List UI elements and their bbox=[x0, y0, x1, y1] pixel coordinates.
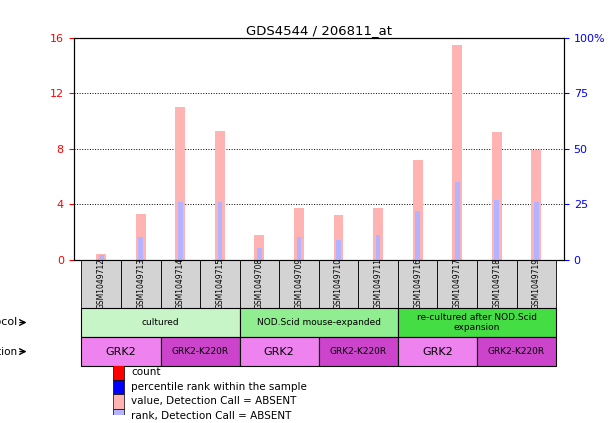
Text: GRK2: GRK2 bbox=[264, 346, 295, 357]
Text: GSM1049709: GSM1049709 bbox=[294, 258, 303, 309]
Bar bbox=[113, 409, 124, 423]
Bar bbox=[438, 260, 477, 308]
Bar bbox=[178, 202, 183, 260]
Bar bbox=[531, 150, 541, 260]
Text: GSM1049713: GSM1049713 bbox=[136, 258, 145, 309]
Bar bbox=[494, 200, 499, 260]
Bar bbox=[82, 337, 161, 366]
Text: GRK2: GRK2 bbox=[105, 346, 137, 357]
Bar bbox=[161, 337, 240, 366]
Bar bbox=[113, 365, 124, 380]
Text: GSM1049718: GSM1049718 bbox=[492, 258, 501, 309]
Bar bbox=[297, 237, 302, 260]
Bar bbox=[333, 215, 343, 260]
Text: rank, Detection Call = ABSENT: rank, Detection Call = ABSENT bbox=[131, 411, 291, 421]
Bar bbox=[218, 202, 223, 260]
Text: genotype/variation: genotype/variation bbox=[0, 346, 17, 357]
Text: GSM1049712: GSM1049712 bbox=[97, 258, 106, 309]
Bar bbox=[113, 394, 124, 409]
Text: GSM1049716: GSM1049716 bbox=[413, 258, 422, 309]
Bar bbox=[254, 235, 264, 260]
Text: cultured: cultured bbox=[142, 318, 180, 327]
Text: percentile rank within the sample: percentile rank within the sample bbox=[131, 382, 307, 392]
Bar bbox=[161, 260, 200, 308]
Bar bbox=[113, 380, 124, 394]
Bar bbox=[452, 45, 462, 260]
Text: GRK2-K220R: GRK2-K220R bbox=[172, 347, 229, 356]
Bar bbox=[99, 255, 104, 260]
Bar bbox=[373, 208, 383, 260]
Bar bbox=[215, 131, 225, 260]
Bar bbox=[200, 260, 240, 308]
Bar bbox=[294, 208, 304, 260]
Bar bbox=[136, 214, 146, 260]
Bar bbox=[477, 337, 556, 366]
Text: GRK2: GRK2 bbox=[422, 346, 453, 357]
Text: GRK2-K220R: GRK2-K220R bbox=[330, 347, 387, 356]
Text: GRK2-K220R: GRK2-K220R bbox=[488, 347, 545, 356]
Text: NOD.Scid mouse-expanded: NOD.Scid mouse-expanded bbox=[257, 318, 381, 327]
Bar bbox=[477, 260, 517, 308]
Bar bbox=[240, 337, 319, 366]
Bar bbox=[82, 260, 121, 308]
Bar bbox=[492, 132, 501, 260]
Bar bbox=[517, 260, 556, 308]
Bar bbox=[319, 260, 359, 308]
Bar bbox=[455, 182, 460, 260]
Text: GSM1049708: GSM1049708 bbox=[255, 258, 264, 309]
Bar bbox=[121, 260, 161, 308]
Bar bbox=[240, 260, 279, 308]
Bar bbox=[359, 260, 398, 308]
Bar bbox=[240, 308, 398, 337]
Bar bbox=[376, 235, 381, 260]
Bar bbox=[398, 308, 556, 337]
Bar bbox=[257, 248, 262, 260]
Text: GSM1049715: GSM1049715 bbox=[215, 258, 224, 309]
Bar bbox=[534, 202, 539, 260]
Bar bbox=[96, 254, 106, 260]
Text: GSM1049710: GSM1049710 bbox=[334, 258, 343, 309]
Text: re-cultured after NOD.Scid
expansion: re-cultured after NOD.Scid expansion bbox=[417, 313, 537, 332]
Bar bbox=[398, 260, 438, 308]
Text: protocol: protocol bbox=[0, 318, 17, 327]
Bar bbox=[82, 308, 240, 337]
Text: value, Detection Call = ABSENT: value, Detection Call = ABSENT bbox=[131, 396, 296, 407]
Text: GSM1049711: GSM1049711 bbox=[373, 258, 383, 309]
Bar bbox=[319, 337, 398, 366]
Title: GDS4544 / 206811_at: GDS4544 / 206811_at bbox=[246, 24, 392, 37]
Bar bbox=[336, 239, 341, 260]
Bar bbox=[139, 237, 143, 260]
Bar bbox=[413, 160, 422, 260]
Bar bbox=[279, 260, 319, 308]
Bar bbox=[398, 337, 477, 366]
Bar bbox=[415, 211, 420, 260]
Text: GSM1049717: GSM1049717 bbox=[452, 258, 462, 309]
Text: count: count bbox=[131, 368, 161, 377]
Text: GSM1049714: GSM1049714 bbox=[176, 258, 185, 309]
Text: GSM1049719: GSM1049719 bbox=[531, 258, 541, 309]
Bar bbox=[175, 107, 185, 260]
